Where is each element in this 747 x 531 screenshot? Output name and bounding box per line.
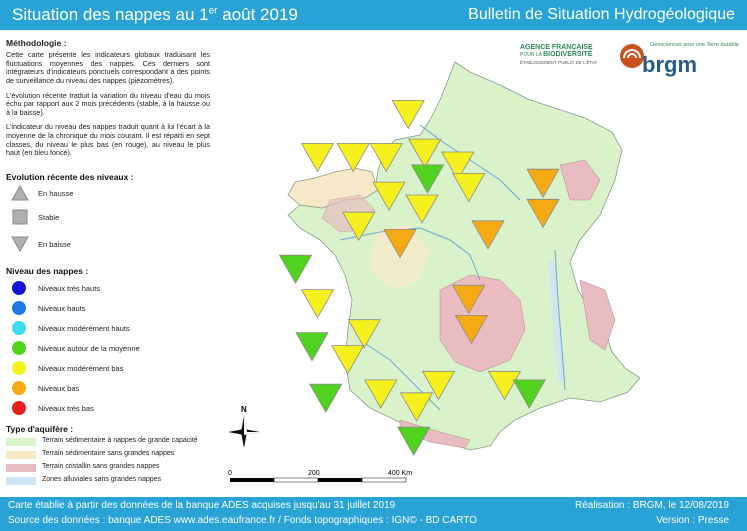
footer-source-date: Carte établie à partir des données de la…: [8, 500, 396, 511]
loire-river: [339, 227, 481, 281]
level-color-icon: [12, 321, 26, 335]
indicator-triangle-14: [471, 220, 505, 250]
indicator-triangle-5: [441, 151, 475, 181]
france-map: 0 200 400 Km N: [228, 61, 641, 483]
vosges: [559, 159, 601, 201]
indicator-triangle-22: [487, 370, 522, 401]
indicator-triangle-25: [309, 383, 343, 414]
indicator-triangle-3: [369, 142, 403, 173]
footer-source-data: Source des données : banque ADES www.ade…: [8, 515, 477, 526]
indicator-triangle-21: [331, 345, 365, 375]
aquifer-swatch: [6, 464, 36, 472]
indicator-triangle-28: [397, 426, 431, 457]
brgm-tagline: Géosciences pour une Terre durable: [650, 42, 739, 48]
level-color-icon: [12, 361, 26, 375]
aquifer-title: Type d'aquifère :: [6, 424, 74, 434]
france-mainland: [287, 61, 641, 451]
indicator-triangle-13: [383, 228, 417, 259]
indicator-triangle-2: [336, 142, 370, 173]
square-icon: [12, 209, 28, 225]
triangle-up-icon: [11, 184, 29, 201]
level-color-icon: [12, 341, 26, 355]
indicator-triangle-7: [452, 173, 486, 203]
triangle-down-icon: [11, 236, 29, 253]
indicator-triangle-8: [372, 181, 406, 211]
indicator-triangle-12: [342, 211, 376, 242]
evolution-title: Evolution récente des niveaux :: [6, 172, 134, 182]
levels-title: Niveau des nappes :: [6, 266, 89, 276]
footer-bar: Carte établie à partir des données de la…: [0, 497, 747, 531]
ofb-logo: AGENCE FRANÇAISE POUR LA BIODIVERSITÉ ÉT…: [520, 44, 598, 65]
north-label: N: [241, 405, 247, 414]
level-color-icon: [12, 301, 26, 315]
level-color-icon: [12, 281, 26, 295]
scale-tick-200: 200: [308, 470, 320, 477]
methodology-title: Méthodologie :: [6, 38, 67, 48]
rhone-valley: [548, 260, 566, 382]
methodology-panel: Méthodologie : Cette carte présente les …: [6, 38, 210, 164]
indicator-triangle-23: [512, 379, 546, 409]
indicator-triangle-19: [347, 319, 381, 349]
methodology-p2: L'évolution récente traduit la variation…: [6, 90, 210, 117]
brgm-emblem-icon: [620, 44, 644, 68]
aquifer-swatch: [6, 477, 36, 485]
scale-tick-400: 400 Km: [388, 470, 412, 477]
indicator-triangle-15: [278, 254, 313, 285]
north-arrow-icon: N: [228, 405, 260, 448]
indicator-triangle-6: [410, 164, 445, 194]
level-color-icon: [12, 401, 26, 415]
indicator-triangle-27: [399, 392, 434, 422]
footer-version: Version : Presse: [656, 515, 729, 526]
bulletin-title: Bulletin de Situation Hydrogéologique: [468, 6, 735, 23]
indicator-triangle-10: [526, 168, 560, 199]
indicator-triangle-9: [405, 194, 439, 224]
brgm-name: brgm: [642, 52, 697, 77]
methodology-p1: Cette carte présente les indicateurs glo…: [6, 50, 210, 85]
scale-bar: 0 200 400 Km: [228, 470, 412, 483]
map-title: Situation des nappes au 1er août 2019: [12, 5, 298, 24]
indicator-triangle-24: [421, 370, 456, 401]
indicator-triangle-1: [300, 142, 335, 173]
indicator-triangle-18: [454, 314, 489, 345]
seine-river: [419, 124, 521, 201]
indicator-triangle-16: [452, 284, 486, 315]
indicator-triangle-4: [408, 138, 442, 168]
aquifer-swatch: [6, 438, 36, 446]
header-bar: Situation des nappes au 1er août 2019 Bu…: [0, 0, 747, 30]
indicator-triangle-0: [391, 100, 425, 130]
indicator-triangle-26: [364, 379, 398, 409]
rhone-river: [554, 249, 566, 391]
garonne-river: [359, 339, 441, 411]
indicator-triangle-20: [295, 332, 329, 362]
methodology-p3: L'indicateur du niveau des nappes tradui…: [6, 122, 210, 158]
alps: [579, 279, 616, 351]
footer-realisation: Réalisation : BRGM, le 12/08/2019: [575, 500, 729, 511]
scale-tick-0: 0: [228, 470, 232, 477]
level-color-icon: [12, 381, 26, 395]
indicator-triangle-11: [526, 198, 560, 229]
aquifer-swatch: [6, 451, 36, 459]
indicator-triangle-17: [300, 289, 335, 319]
